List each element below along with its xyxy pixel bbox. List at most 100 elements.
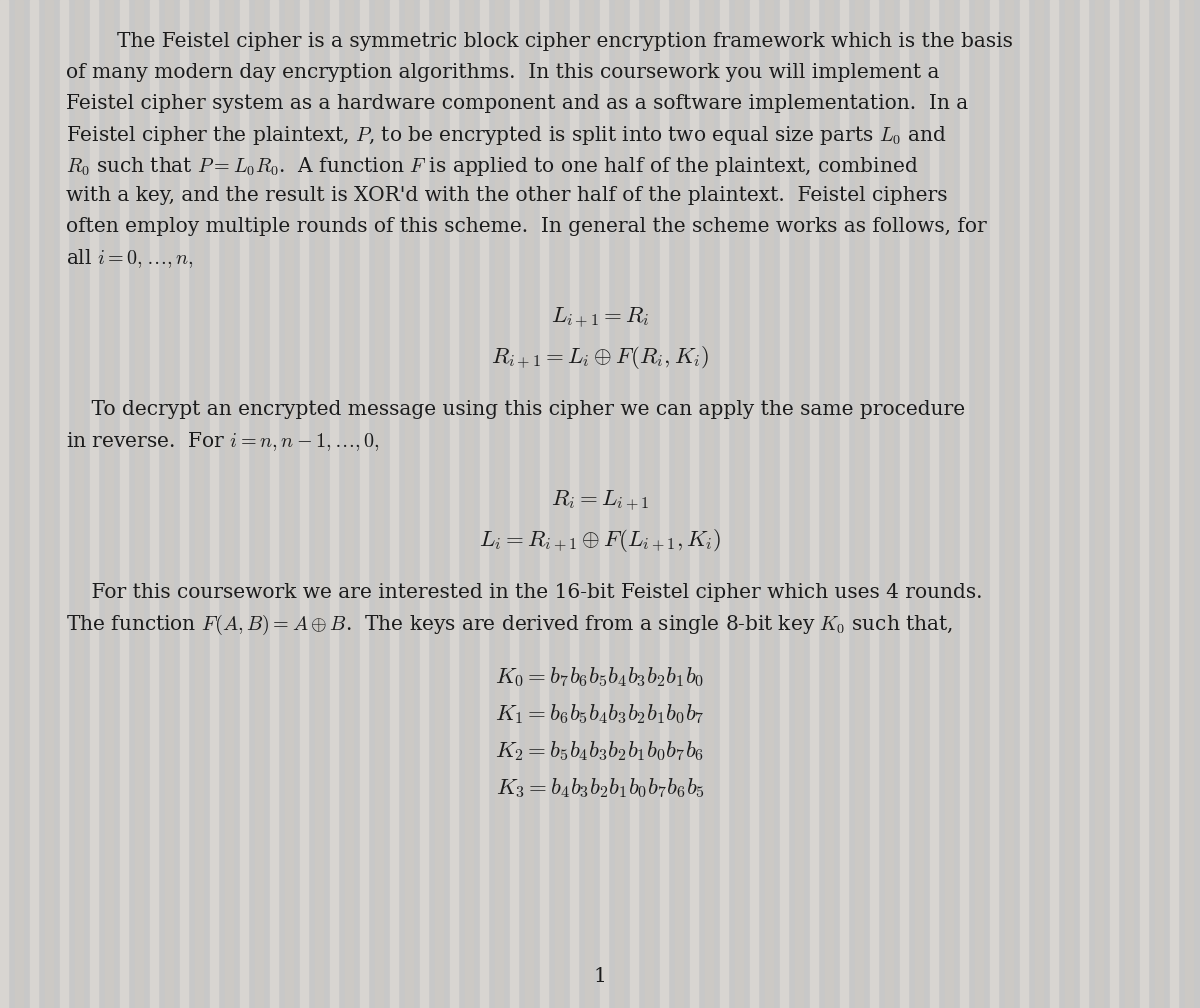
Bar [854, 0, 863, 1008]
Bar [360, 0, 367, 1008]
Bar [390, 0, 397, 1008]
Text: The Feistel cipher is a symmetric block cipher encryption framework which is the: The Feistel cipher is a symmetric block … [66, 32, 1013, 51]
Text: $L_i = R_{i+1} \oplus F(L_{i+1}, K_i)$: $L_i = R_{i+1} \oplus F(L_{i+1}, K_i)$ [479, 527, 721, 554]
Text: The function $F(A, B) = A \oplus B$.  The keys are derived from a single 8-bit k: The function $F(A, B) = A \oplus B$. The… [66, 613, 953, 637]
Bar [74, 0, 83, 1008]
Text: $K_2 = b_5b_4b_3b_2b_1b_0b_7b_6$: $K_2 = b_5b_4b_3b_2b_1b_0b_7b_6$ [496, 739, 704, 763]
Bar [1050, 0, 1057, 1008]
Bar [134, 0, 143, 1008]
Bar [960, 0, 967, 1008]
Bar [810, 0, 817, 1008]
Text: Feistel cipher system as a hardware component and as a software implementation. : Feistel cipher system as a hardware comp… [66, 94, 968, 113]
Bar [150, 0, 157, 1008]
Text: To decrypt an encrypted message using this cipher we can apply the same procedur: To decrypt an encrypted message using th… [66, 399, 965, 418]
Bar [450, 0, 457, 1008]
Bar [734, 0, 743, 1008]
Bar [240, 0, 247, 1008]
Text: $R_{i+1} = L_i \oplus F(R_i, K_i)$: $R_{i+1} = L_i \oplus F(R_i, K_i)$ [491, 345, 709, 371]
Bar [526, 0, 533, 1008]
Bar [300, 0, 307, 1008]
Bar [554, 0, 563, 1008]
Bar [346, 0, 353, 1008]
Bar [870, 0, 877, 1008]
Text: $K_0 = b_7b_6b_5b_4b_3b_2b_1b_0$: $K_0 = b_7b_6b_5b_4b_3b_2b_1b_0$ [496, 665, 704, 689]
Bar [60, 0, 67, 1008]
Text: $K_3 = b_4b_3b_2b_1b_0b_7b_6b_5$: $K_3 = b_4b_3b_2b_1b_0b_7b_6b_5$ [496, 776, 704, 800]
Text: $L_{i+1} = R_i$: $L_{i+1} = R_i$ [551, 305, 649, 331]
Bar [166, 0, 173, 1008]
Bar [1110, 0, 1117, 1008]
Bar [1170, 0, 1177, 1008]
Bar [14, 0, 23, 1008]
Bar [330, 0, 337, 1008]
Bar [706, 0, 713, 1008]
Bar [916, 0, 923, 1008]
Bar [750, 0, 757, 1008]
Bar [826, 0, 833, 1008]
Text: with a key, and the result is XOR'd with the other half of the plaintext.  Feist: with a key, and the result is XOR'd with… [66, 185, 948, 205]
Bar [406, 0, 413, 1008]
Bar [630, 0, 637, 1008]
Bar [1140, 0, 1147, 1008]
Bar [540, 0, 547, 1008]
Bar [194, 0, 203, 1008]
Bar [1186, 0, 1193, 1008]
Bar [436, 0, 443, 1008]
Bar [30, 0, 37, 1008]
Bar [1020, 0, 1027, 1008]
Bar [374, 0, 383, 1008]
Bar [1034, 0, 1043, 1008]
Text: in reverse.  For $i = n, n-1, \ldots, 0,$: in reverse. For $i = n, n-1, \ldots, 0,$ [66, 430, 380, 454]
Bar [106, 0, 113, 1008]
Bar [586, 0, 593, 1008]
Bar [256, 0, 263, 1008]
Bar [660, 0, 667, 1008]
Text: $R_i = L_{i+1}$: $R_i = L_{i+1}$ [551, 489, 649, 514]
Bar [1096, 0, 1103, 1008]
Bar [314, 0, 323, 1008]
Bar [180, 0, 187, 1008]
Text: $K_1 = b_6b_5b_4b_3b_2b_1b_0b_7$: $K_1 = b_6b_5b_4b_3b_2b_1b_0b_7$ [496, 703, 704, 727]
Bar [1154, 0, 1163, 1008]
Bar [990, 0, 997, 1008]
Text: of many modern day encryption algorithms.  In this coursework you will implement: of many modern day encryption algorithms… [66, 62, 940, 82]
Bar [674, 0, 683, 1008]
Bar [690, 0, 697, 1008]
Bar [46, 0, 53, 1008]
Bar [946, 0, 953, 1008]
Text: 1: 1 [594, 967, 606, 986]
Bar [226, 0, 233, 1008]
Bar [780, 0, 787, 1008]
Bar [646, 0, 653, 1008]
Text: $R_0$ such that $P = L_0R_0$.  A function $F$ is applied to one half of the plai: $R_0$ such that $P = L_0R_0$. A function… [66, 155, 918, 178]
Bar [1006, 0, 1013, 1008]
Bar [886, 0, 893, 1008]
Bar [1066, 0, 1073, 1008]
Bar [420, 0, 427, 1008]
Bar [616, 0, 623, 1008]
Text: often employ multiple rounds of this scheme.  In general the scheme works as fol: often employ multiple rounds of this sch… [66, 217, 986, 236]
Bar [270, 0, 277, 1008]
Bar [496, 0, 503, 1008]
Text: For this coursework we are interested in the 16-bit Feistel cipher which uses 4 : For this coursework we are interested in… [66, 583, 983, 602]
Bar [840, 0, 847, 1008]
Bar [1080, 0, 1087, 1008]
Bar [466, 0, 473, 1008]
Bar [0, 0, 7, 1008]
Bar [974, 0, 983, 1008]
Bar [900, 0, 907, 1008]
Bar [286, 0, 293, 1008]
Text: Feistel cipher the plaintext, $P$, to be encrypted is split into two equal size : Feistel cipher the plaintext, $P$, to be… [66, 124, 947, 147]
Bar [120, 0, 127, 1008]
Bar [930, 0, 937, 1008]
Bar [480, 0, 487, 1008]
Bar [766, 0, 773, 1008]
Bar [600, 0, 607, 1008]
Bar [510, 0, 517, 1008]
Bar [796, 0, 803, 1008]
Bar [720, 0, 727, 1008]
Text: all $i = 0, \ldots, n,$: all $i = 0, \ldots, n,$ [66, 247, 193, 270]
Bar [210, 0, 217, 1008]
Bar [90, 0, 97, 1008]
Bar [570, 0, 577, 1008]
